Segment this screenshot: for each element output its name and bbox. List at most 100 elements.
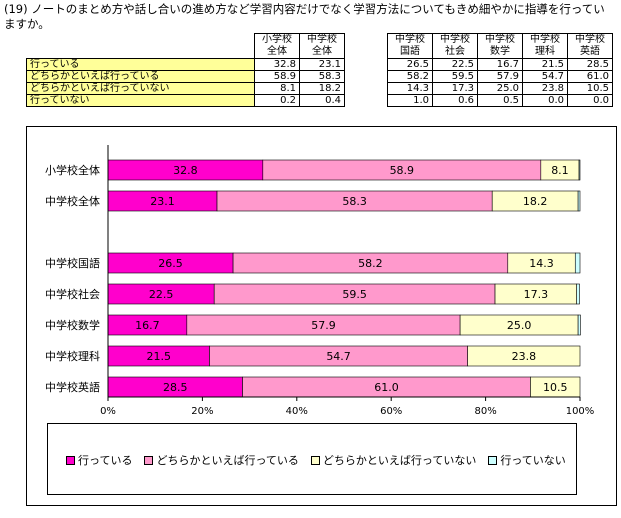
legend-label: 行っている	[78, 454, 133, 467]
data-label: 23.8	[512, 350, 537, 363]
legend-item: どちらかといえば行っている	[144, 452, 299, 468]
cell: 17.3	[432, 82, 478, 95]
category-label: 中学校国語	[45, 256, 100, 270]
data-label: 14.3	[529, 257, 554, 270]
table-row: 行っていない 0.2 0.4 1.0 0.6 0.5 0.0 0.0	[26, 94, 613, 107]
bar-segment	[576, 283, 580, 305]
cell: 61.0	[567, 70, 613, 83]
cell: 54.7	[522, 70, 568, 83]
legend-item: 行っていない	[488, 452, 566, 468]
data-label: 23.1	[150, 195, 175, 208]
data-label: 22.5	[149, 288, 174, 301]
row-label: どちらかといえば行っていない	[26, 82, 255, 95]
col-header: 中学校 社会	[432, 33, 478, 59]
category-label: 中学校英語	[45, 380, 100, 394]
legend-item: どちらかといえば行っていない	[310, 452, 477, 468]
cell: 8.1	[254, 82, 300, 95]
table-row: どちらかといえば行っていない 8.1 18.2 14.3 17.3 25.0 2…	[26, 82, 613, 95]
cell: 0.5	[477, 94, 523, 107]
cell: 16.7	[477, 58, 523, 71]
cell: 18.2	[299, 82, 345, 95]
cell: 0.4	[299, 94, 345, 107]
legend-label: どちらかといえば行っている	[156, 454, 299, 467]
data-label: 58.2	[358, 257, 383, 270]
row-label: どちらかといえば行っている	[26, 70, 255, 83]
category-label: 中学校全体	[45, 194, 100, 208]
row-label: 行っていない	[26, 94, 255, 107]
x-tick-label: 100%	[566, 406, 595, 417]
category-label: 中学校理科	[45, 349, 100, 363]
data-label: 61.0	[374, 381, 399, 394]
cell: 59.5	[432, 70, 478, 83]
legend-item: 行っている	[66, 452, 132, 468]
cell: 58.9	[254, 70, 300, 83]
question-text: (19) ノートのまとめ方や話し合いの進め方など学習内容だけでなく学習方法につい…	[4, 2, 605, 31]
category-label: 小学校全体	[45, 163, 100, 177]
bar-segment	[467, 345, 581, 367]
table-row: どちらかといえば行っている 58.9 58.3 58.2 59.5 57.9 5…	[26, 70, 613, 83]
data-label: 58.3	[342, 195, 367, 208]
legend-swatch	[488, 455, 498, 465]
col-header: 中学校 理科	[522, 33, 568, 59]
data-label: 57.9	[311, 319, 336, 332]
cell: 26.5	[387, 58, 433, 71]
cell: 23.1	[299, 58, 345, 71]
col-header: 中学校 国語	[387, 33, 433, 59]
cell: 58.3	[299, 70, 345, 83]
legend-label: 行っていない	[500, 454, 566, 467]
data-label: 21.5	[146, 350, 171, 363]
chart-legend: 行っている どちらかといえば行っている どちらかといえば行っていない 行っていない	[47, 423, 577, 495]
data-label: 25.0	[507, 319, 532, 332]
chart-frame: 小学校全体 32.8 58.9 8.1 中学校全体 23.1 58.3 18.2 中学校国語 26…	[26, 126, 617, 506]
cell: 28.5	[567, 58, 613, 71]
col-header: 中学校 英語	[567, 33, 613, 59]
x-tick-label: 20%	[191, 406, 213, 417]
data-label: 16.7	[135, 319, 160, 332]
cell: 0.2	[254, 94, 300, 107]
table-header-row: 小学校 全体 中学校 全体 中学校 国語 中学校 社会 中学校 数学 中学校 理科 中学校英…	[27, 33, 613, 59]
results-table: 小学校 全体 中学校 全体 中学校 国語 中学校 社会 中学校 数学 中学校 理科 中学校英…	[26, 33, 613, 107]
cell: 0.6	[432, 94, 478, 107]
bar-segment	[577, 190, 581, 212]
col-header: 中学校 全体	[299, 33, 345, 59]
table-gap	[345, 34, 388, 59]
table-row: 行っている 32.8 23.1 26.5 22.5 16.7 21.5 28.5	[26, 58, 613, 71]
cell: 0.0	[567, 94, 613, 107]
data-label: 59.5	[342, 288, 367, 301]
cell: 23.8	[522, 82, 568, 95]
bar-segment	[578, 159, 581, 181]
cell: 57.9	[477, 70, 523, 83]
col-header: 中学校 数学	[477, 33, 523, 59]
data-label: 28.5	[163, 381, 188, 394]
legend-swatch	[66, 455, 75, 465]
data-label: 18.2	[523, 195, 548, 208]
cell: 32.8	[254, 58, 300, 71]
data-label: 54.7	[326, 350, 351, 363]
x-tick-label: 60%	[380, 406, 402, 417]
cell: 58.2	[387, 70, 433, 83]
cell: 25.0	[477, 82, 523, 95]
data-label: 17.3	[524, 288, 549, 301]
row-label: 行っている	[26, 58, 255, 71]
bar-segment	[577, 314, 581, 336]
stacked-bar-chart: 小学校全体 32.8 58.9 8.1 中学校全体 23.1 58.3 18.2 中学校国語 26…	[45, 145, 595, 417]
cell: 1.0	[387, 94, 433, 107]
data-label: 58.9	[390, 164, 415, 177]
bar-segment	[574, 252, 581, 274]
legend-label: どちらかといえば行っていない	[322, 454, 477, 467]
x-tick-label: 0%	[100, 406, 116, 417]
data-label: 8.1	[551, 164, 569, 177]
data-label: 10.5	[543, 381, 568, 394]
col-header: 小学校 全体	[254, 33, 300, 59]
table-corner	[27, 34, 255, 59]
x-tick-label: 80%	[474, 406, 496, 417]
data-label: 26.5	[158, 257, 183, 270]
legend-swatch	[310, 455, 320, 465]
cell: 14.3	[387, 82, 433, 95]
cell: 21.5	[522, 58, 568, 71]
cell: 0.0	[522, 94, 568, 107]
x-tick-label: 40%	[286, 406, 308, 417]
category-label: 中学校数学	[45, 318, 100, 332]
data-label: 32.8	[173, 164, 198, 177]
category-label: 中学校社会	[45, 287, 100, 301]
